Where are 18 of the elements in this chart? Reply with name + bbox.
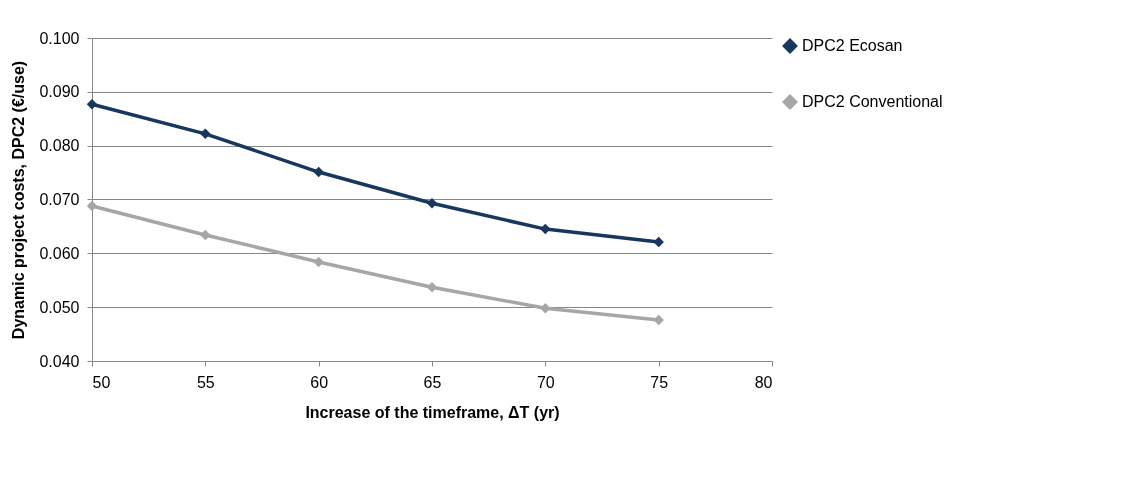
x-tick-label: 60 — [310, 373, 329, 391]
x-tick-label: 80 — [754, 373, 773, 391]
x-tick-label: 65 — [423, 373, 442, 391]
x-tick-label: 55 — [196, 373, 215, 391]
x-tick-label: 70 — [536, 373, 555, 391]
y-tick-label: 0.090 — [39, 83, 80, 101]
y-tick-label: 0.070 — [39, 191, 80, 208]
legend-label: DPC2 Conventional — [802, 93, 943, 110]
y-tick-label: 0.060 — [39, 244, 80, 262]
x-tick-label: 50 — [92, 373, 111, 391]
y-tick-label: 0.040 — [39, 352, 80, 370]
y-tick-label: 0.100 — [39, 29, 80, 47]
y-tick-label: 0.050 — [39, 298, 80, 316]
x-axis-title: Increase of the timeframe, ΔT (yr) — [305, 403, 560, 421]
y-tick-label: 0.080 — [39, 137, 80, 155]
legend-label: DPC2 Ecosan — [802, 37, 903, 54]
y-axis-title: Dynamic project costs, DPC2 (€/use) — [10, 60, 28, 340]
x-tick-label: 75 — [650, 373, 669, 391]
